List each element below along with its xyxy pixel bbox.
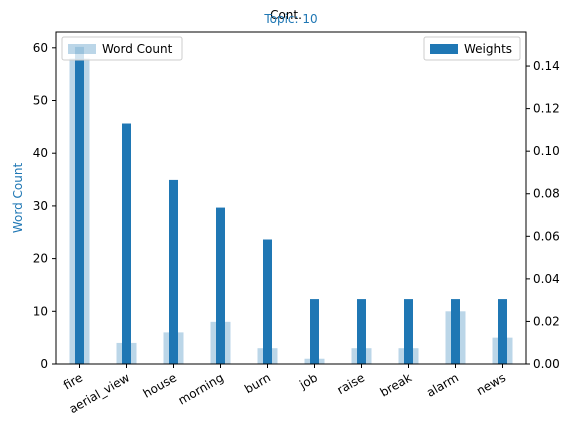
left-tick-label: 20 <box>33 252 48 266</box>
right-tick-label: 0.02 <box>533 314 560 328</box>
legend-word-count: Word Count <box>61 36 183 61</box>
legend-weights: Weights <box>423 36 521 61</box>
bar-weights-raise <box>357 299 366 364</box>
legend-label-word-count: Word Count <box>102 42 173 56</box>
right-tick-label: 0.00 <box>533 357 560 371</box>
y-axis-label: Word Count <box>11 163 25 234</box>
left-tick-label: 0 <box>40 357 48 371</box>
right-tick-label: 0.14 <box>533 59 560 73</box>
x-tick-label-raise: raise <box>335 370 367 397</box>
right-tick-label: 0.10 <box>533 144 560 158</box>
right-tick-label: 0.04 <box>533 272 560 286</box>
legend-frame <box>61 36 183 61</box>
x-tick-label-house: house <box>141 370 179 400</box>
x-tick-label-fire: fire <box>61 370 85 392</box>
left-tick-label: 60 <box>33 41 48 55</box>
word-count-bars <box>69 58 513 364</box>
bar-weights-morning <box>216 207 225 364</box>
right-axis-ticks: 0.00 0.02 0.04 0.06 0.08 0.10 0.12 0.14 <box>526 59 560 371</box>
legend-swatch-word-count <box>68 44 96 54</box>
left-tick-label: 10 <box>33 304 48 318</box>
x-tick-label-burn: burn <box>242 370 273 396</box>
chart-title: Topic: 10 <box>263 12 317 26</box>
right-tick-label: 0.12 <box>533 102 560 116</box>
weights-bars <box>75 46 507 365</box>
right-tick-label: 0.06 <box>533 229 560 243</box>
bar-weights-alarm <box>451 299 460 364</box>
bar-weights-house <box>169 179 178 364</box>
left-tick-label: 40 <box>33 146 48 160</box>
left-axis-ticks: 0 10 20 30 40 50 60 <box>33 41 56 371</box>
x-tick-label-news: news <box>474 370 508 398</box>
x-tick-label-break: break <box>378 370 414 399</box>
legend-label-weights: Weights <box>464 42 512 56</box>
legend-frame <box>423 36 521 61</box>
bar-weights-fire <box>75 46 84 365</box>
plot-frame <box>55 31 527 365</box>
bar-weights-break <box>404 299 413 364</box>
left-tick-label: 30 <box>33 199 48 213</box>
x-tick-label-job: job <box>296 370 320 392</box>
legend-swatch-weights <box>430 44 458 54</box>
x-tick-label-morning: morning <box>176 370 226 407</box>
bar-weights-news <box>498 299 507 364</box>
chart-suptitle: Cont. <box>270 8 302 22</box>
right-tick-label: 0.08 <box>533 187 560 201</box>
bar-weights-job <box>310 299 319 364</box>
left-tick-label: 50 <box>33 94 48 108</box>
x-tick-label-alarm: alarm <box>424 370 461 399</box>
bar-weights-aerial_view <box>122 123 131 364</box>
bar-weights-burn <box>263 239 272 364</box>
